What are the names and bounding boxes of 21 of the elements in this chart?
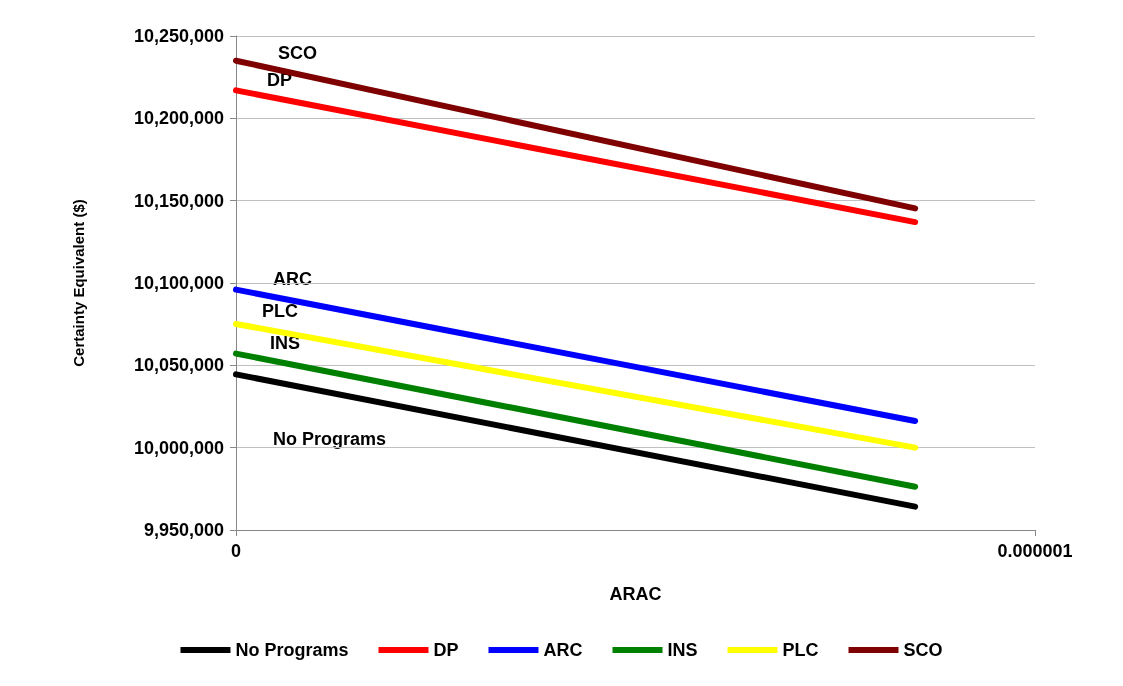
y-tick-label: 10,000,000 bbox=[133, 437, 224, 458]
y-tick-label: 10,050,000 bbox=[133, 355, 224, 376]
legend-label: ARC bbox=[543, 640, 583, 660]
annotation: PLC bbox=[262, 301, 298, 321]
y-tick-label: 9,950,000 bbox=[143, 520, 224, 540]
x-tick-label: 0.000001 bbox=[997, 541, 1073, 561]
y-tick-label: 10,150,000 bbox=[133, 190, 224, 211]
y-tick-label: 10,250,000 bbox=[133, 26, 224, 46]
y-tick-label: 10,100,000 bbox=[133, 273, 224, 293]
legend-label: SCO bbox=[903, 640, 943, 660]
legend-label: DP bbox=[433, 640, 459, 660]
x-tick-label: 0 bbox=[230, 541, 242, 561]
annotation: No Programs bbox=[273, 429, 387, 449]
annotation: INS bbox=[270, 333, 301, 353]
legend-label: No Programs bbox=[235, 640, 349, 660]
legend-label: PLC bbox=[782, 640, 819, 660]
annotation: SCO bbox=[278, 43, 318, 63]
legend-label: INS bbox=[667, 640, 698, 660]
y-tick-label: 10,200,000 bbox=[133, 108, 224, 129]
y-axis-title: Certainty Equivalent ($) bbox=[70, 199, 87, 367]
x-axis-title: ARAC bbox=[609, 584, 662, 604]
